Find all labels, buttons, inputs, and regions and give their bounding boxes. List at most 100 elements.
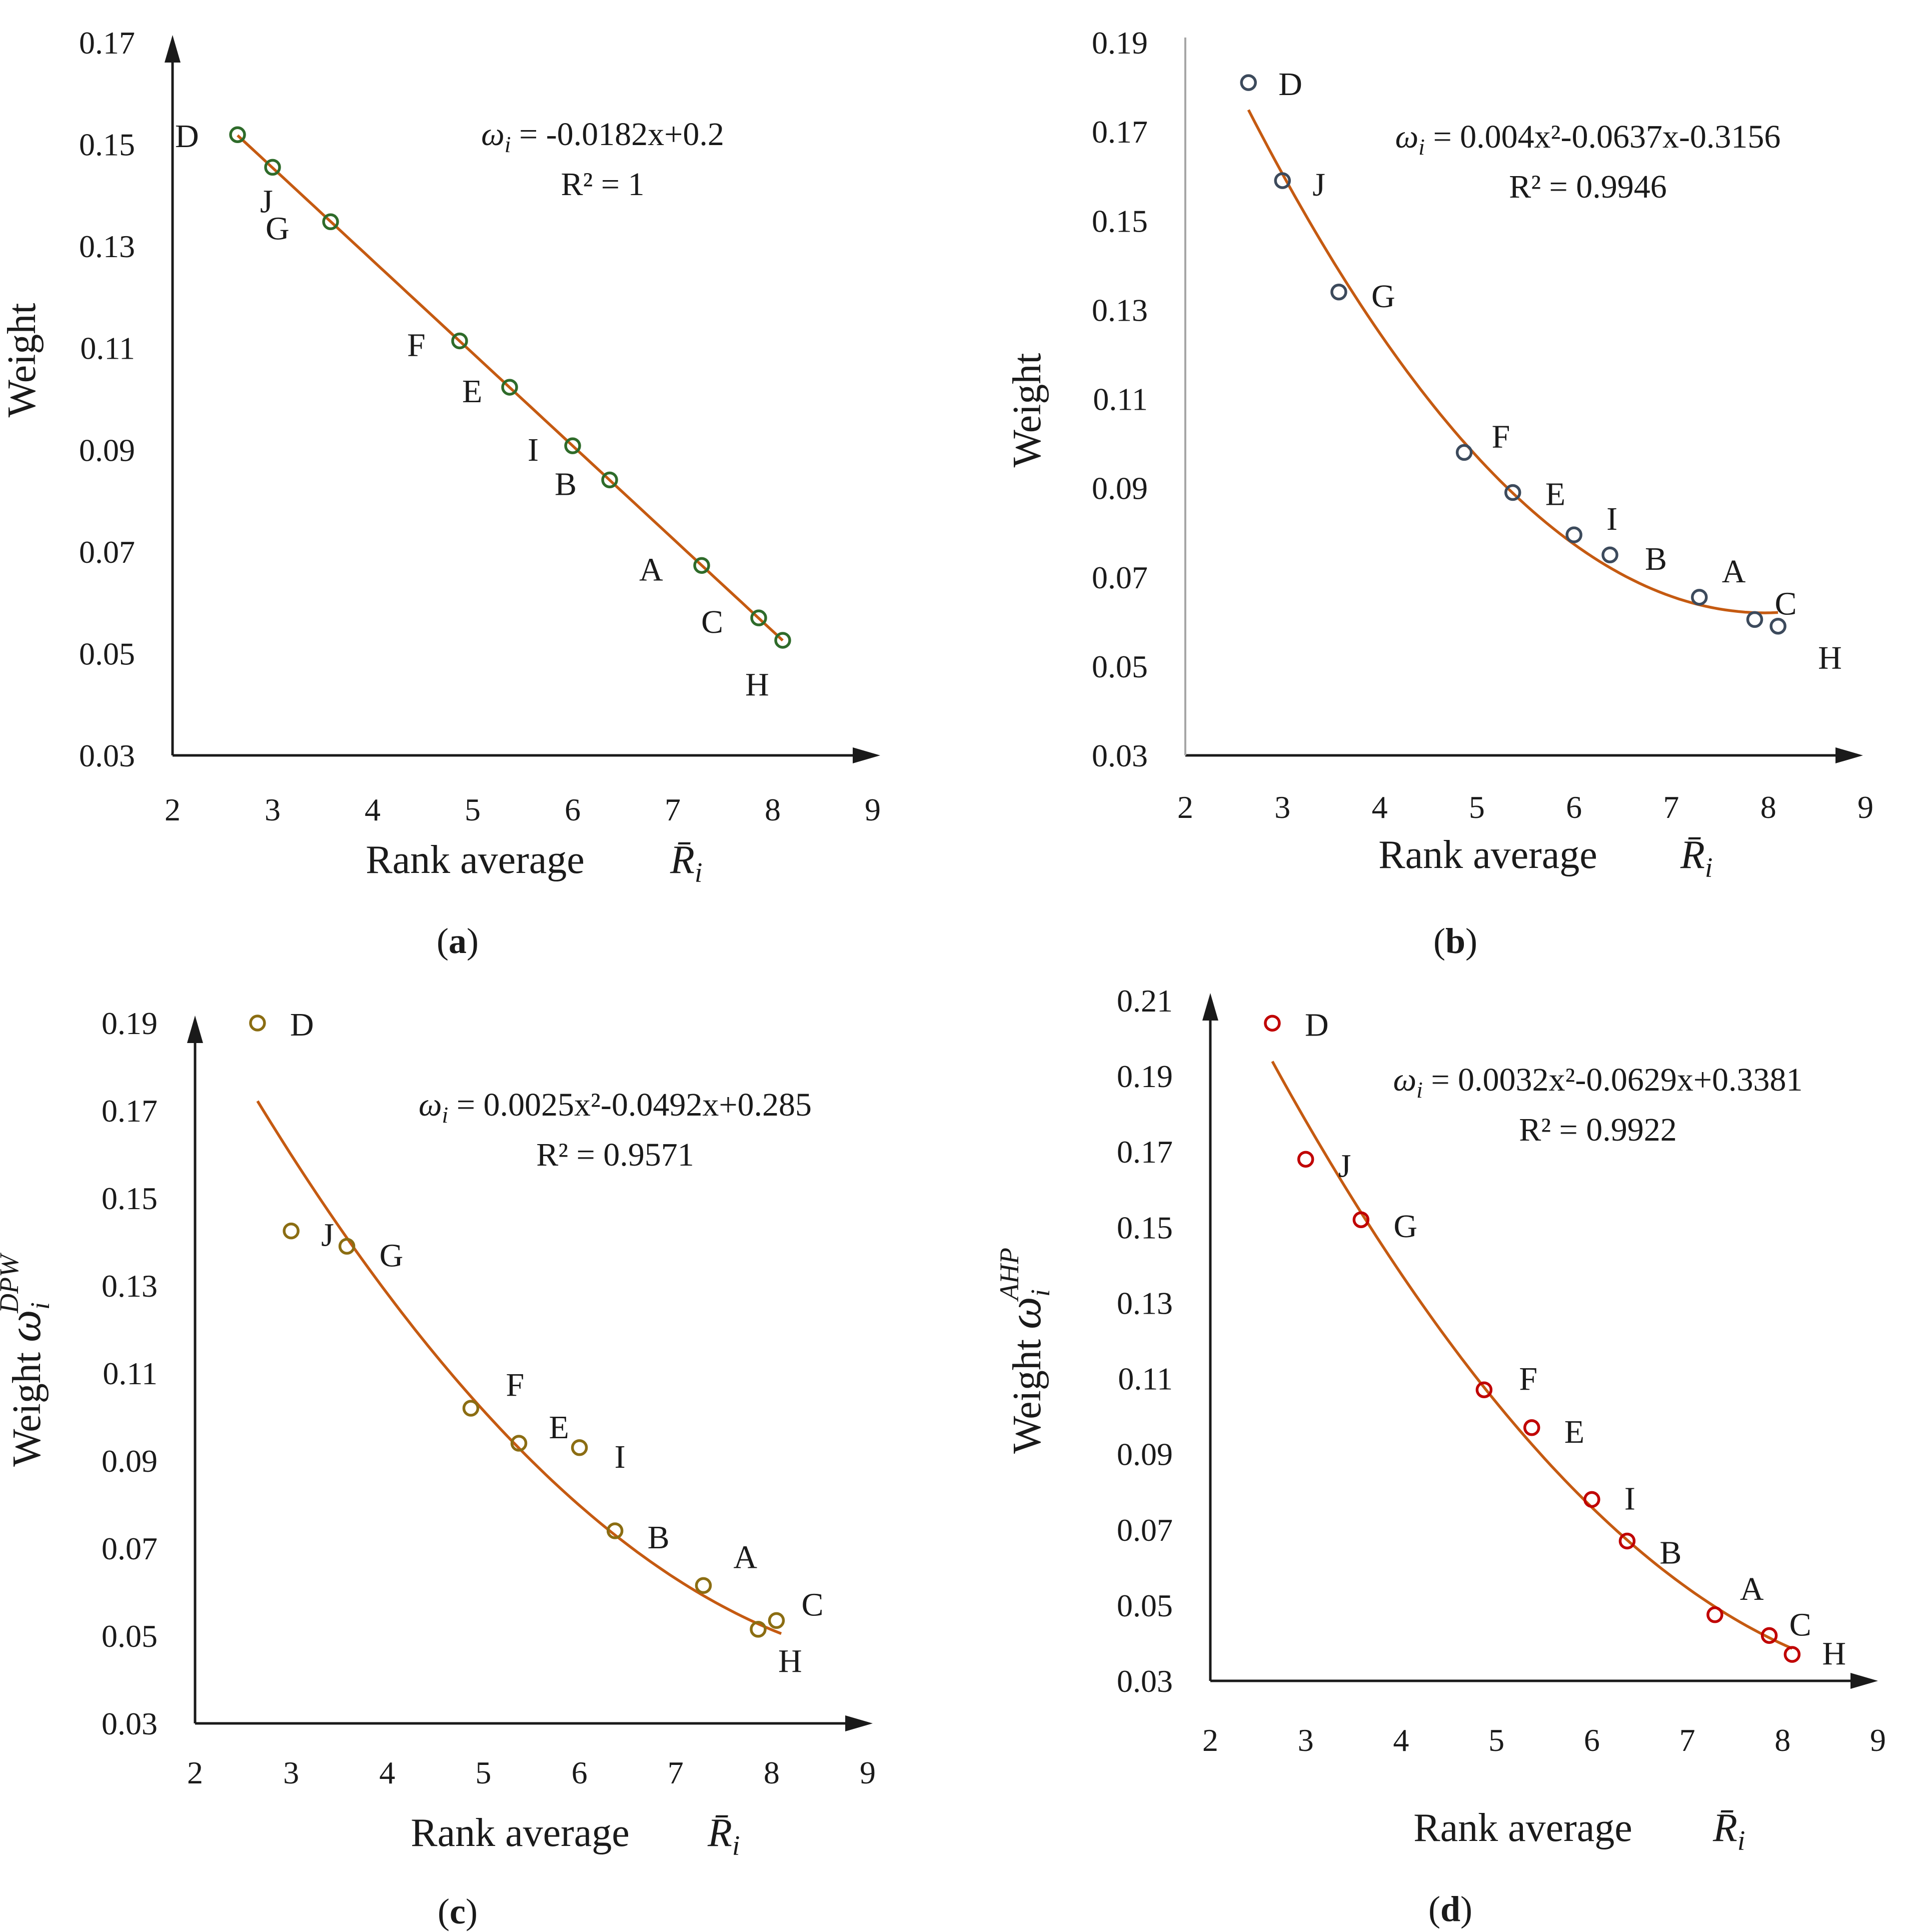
equation-rhs: = -0.0182x+0.2 <box>511 116 724 153</box>
equation-symbol: ω <box>1393 1062 1416 1098</box>
y-tick-label: 0.19 <box>1092 25 1148 61</box>
trend-equation: ωi = 0.0032x²-0.0629x+0.3381 <box>1393 1062 1802 1103</box>
y-axis-title-text: Weight <box>1005 1339 1049 1454</box>
y-tick-label: 0.03 <box>102 1706 158 1741</box>
caption-open: ( <box>437 921 449 961</box>
data-point-D <box>1240 74 1257 91</box>
x-tick-label: 8 <box>1774 1722 1790 1758</box>
x-axis-symbol-main: R̄ <box>1712 1806 1737 1850</box>
x-tick-label: 2 <box>187 1755 203 1790</box>
data-point-H <box>1783 1646 1801 1663</box>
x-axis-symbol: R̄i <box>707 1811 740 1861</box>
x-tick-label: 5 <box>1469 789 1485 825</box>
y-tick-label: 0.11 <box>103 1356 158 1391</box>
y-tick-label: 0.15 <box>79 127 135 163</box>
x-tick-label: 5 <box>1488 1722 1504 1758</box>
x-tick-label: 3 <box>1298 1722 1314 1758</box>
data-point-F <box>462 1400 480 1417</box>
point-label-A: A <box>733 1539 757 1575</box>
y-tick-label: 0.07 <box>1117 1512 1173 1548</box>
point-label-D: D <box>1305 1007 1329 1043</box>
panel-caption: (b) <box>1433 921 1477 961</box>
x-axis-title: Rank average <box>411 1811 630 1855</box>
y-axis-title-text: Weight <box>5 1352 49 1467</box>
y-axis-title: Weight <box>0 303 44 417</box>
data-point-J <box>1297 1151 1314 1168</box>
x-tick-label: 3 <box>1274 789 1290 825</box>
x-axis-symbol-subscript: i <box>695 857 703 888</box>
y-axis-arrow <box>165 35 181 63</box>
trendline <box>256 1100 782 1635</box>
point-label-B: B <box>555 466 577 502</box>
point-label-B: B <box>1659 1534 1681 1571</box>
x-axis-symbol: R̄i <box>670 838 702 888</box>
caption-close: ) <box>1460 1889 1472 1929</box>
data-point-I <box>571 1439 588 1456</box>
data-point-A <box>1706 1606 1723 1623</box>
r-squared: R² = 0.9946 <box>1509 169 1667 205</box>
x-tick-label: 4 <box>379 1755 395 1790</box>
data-point-C <box>750 609 767 626</box>
y-tick-label: 0.09 <box>102 1443 158 1479</box>
x-tick-label: 4 <box>1372 789 1388 825</box>
point-label-F: F <box>1519 1361 1537 1397</box>
y-tick-label: 0.17 <box>1092 114 1148 150</box>
point-label-J: J <box>260 183 273 220</box>
y-tick-label: 0.17 <box>102 1093 158 1129</box>
equation-rhs: = 0.0032x²-0.0629x+0.3381 <box>1423 1062 1803 1098</box>
y-tick-label: 0.11 <box>1093 382 1148 417</box>
point-label-E: E <box>462 373 482 410</box>
data-point-E <box>1523 1419 1540 1436</box>
x-tick-label: 4 <box>365 792 381 827</box>
point-label-D: D <box>175 118 199 155</box>
data-point-F <box>451 332 468 350</box>
y-tick-label: 0.19 <box>1117 1059 1173 1094</box>
y-tick-label: 0.07 <box>102 1531 158 1566</box>
data-point-I <box>1565 526 1582 543</box>
panel-a: 0.03 0.05 0.07 0.09 0.11 0.13 0.15 0.17 2 3 4 5 6 7 8 9… <box>0 25 881 961</box>
point-label-C: C <box>801 1586 823 1623</box>
panel-c: 0.03 0.05 0.07 0.09 0.11 0.13 0.15 0.17 0.19 2 3 4 5… <box>0 1006 876 1931</box>
y-tick-label: 0.05 <box>79 636 135 671</box>
x-axis-symbol-main: R̄ <box>670 838 695 882</box>
x-tick-label: 9 <box>1857 789 1873 825</box>
x-tick-label: 8 <box>764 1755 780 1790</box>
point-label-J: J <box>1338 1148 1351 1184</box>
y-tick-label: 0.19 <box>102 1006 158 1041</box>
trend-equation: ωi = -0.0182x+0.2 <box>481 116 724 157</box>
data-point-I <box>564 437 581 454</box>
point-label-A: A <box>1722 553 1746 590</box>
data-point-J <box>283 1222 300 1240</box>
y-tick-label: 0.13 <box>1117 1285 1173 1321</box>
point-label-J: J <box>321 1217 334 1254</box>
data-point-G <box>1330 284 1347 301</box>
point-label-A: A <box>639 551 663 588</box>
y-tick-label: 0.05 <box>1117 1588 1173 1623</box>
data-point-G <box>322 213 339 231</box>
x-axis-symbol: R̄i <box>1680 833 1712 883</box>
x-tick-label: 5 <box>465 792 481 827</box>
point-label-I: I <box>1624 1480 1635 1517</box>
caption-letter: d <box>1440 1889 1460 1929</box>
y-tick-label: 0.21 <box>1117 983 1173 1019</box>
y-tick-label: 0.09 <box>1092 471 1148 506</box>
point-label-H: H <box>778 1643 802 1679</box>
panel-caption: (d) <box>1428 1889 1472 1929</box>
x-axis-symbol-subscript: i <box>1705 852 1713 883</box>
caption-close: ) <box>1465 921 1477 961</box>
x-axis-title: Rank average <box>1378 833 1597 877</box>
point-label-G: G <box>1371 278 1395 315</box>
x-tick-label: 7 <box>668 1755 684 1790</box>
y-axis-title-text: Weight <box>0 303 44 417</box>
x-axis-symbol-main: R̄ <box>707 1811 732 1855</box>
x-tick-label: 8 <box>1760 789 1776 825</box>
point-label-F: F <box>407 327 426 363</box>
data-point-A <box>695 1577 712 1594</box>
data-point-I <box>1583 1491 1600 1508</box>
trend-equation: ωi = 0.004x²-0.0637x-0.3156 <box>1395 119 1781 160</box>
data-point-A <box>693 557 710 574</box>
point-label-C: C <box>1789 1606 1811 1643</box>
equation-subscript: i <box>1418 134 1425 160</box>
data-point-A <box>1691 589 1708 606</box>
x-tick-label: 2 <box>165 792 181 827</box>
